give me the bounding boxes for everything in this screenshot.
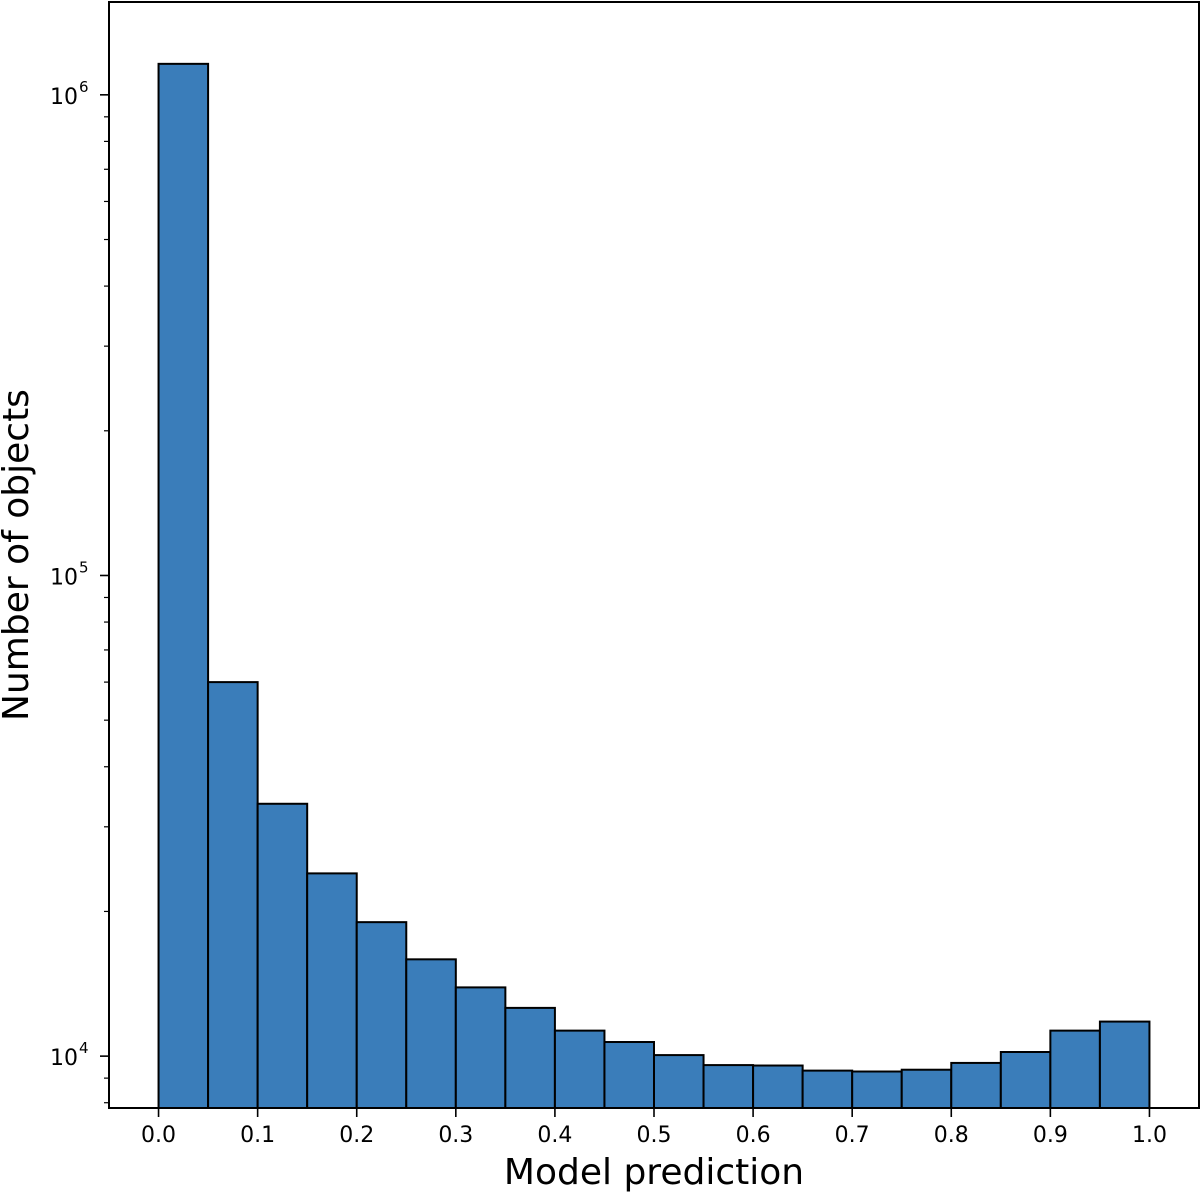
histogram-bar	[900, 1068, 953, 1109]
y-axis-title: Number of objects	[0, 389, 37, 721]
x-tick-label: 0.1	[240, 1123, 275, 1148]
x-tick-label: 1.0	[1132, 1123, 1167, 1148]
histogram-bar	[603, 1041, 655, 1109]
x-tick-label: 0.0	[141, 1123, 176, 1148]
histogram-bar	[1049, 1029, 1101, 1110]
histogram-bar	[553, 1029, 606, 1110]
y-tick-label: 10 4	[50, 1039, 89, 1071]
histogram-bar	[355, 921, 408, 1110]
y-tick-label-base: 10	[50, 85, 78, 110]
y-tick-label: 10 6	[50, 78, 89, 110]
y-tick-label: 10 5	[50, 558, 89, 590]
histogram-bar	[950, 1061, 1002, 1109]
histogram-bar	[157, 62, 210, 1110]
histogram-bar	[801, 1069, 854, 1110]
x-tick-label: 0.6	[736, 1123, 771, 1148]
histogram-bar	[999, 1051, 1052, 1110]
histogram-bar	[851, 1070, 903, 1109]
y-tick-label-exponent: 4	[79, 1039, 89, 1057]
histogram-bar	[256, 802, 309, 1110]
x-tick-label: 0.5	[637, 1123, 672, 1148]
y-tick-label-base: 10	[50, 1046, 78, 1071]
histogram-bar	[702, 1064, 755, 1109]
y-tick-label-exponent: 5	[79, 558, 89, 576]
bars-layer	[157, 62, 1151, 1110]
y-tick-label-exponent: 6	[79, 78, 89, 96]
histogram-bar	[454, 986, 507, 1109]
x-tick-label: 0.2	[339, 1123, 374, 1148]
x-tick-label: 0.4	[537, 1123, 572, 1148]
x-axis-title: Model prediction	[504, 1152, 804, 1193]
x-tick-label: 0.8	[934, 1123, 969, 1148]
y-tick-label-base: 10	[50, 565, 78, 590]
histogram-bar	[504, 1006, 556, 1110]
histogram-bar	[306, 872, 358, 1110]
x-tick-label: 0.7	[835, 1123, 870, 1148]
x-tick-label: 0.9	[1033, 1123, 1068, 1148]
histogram-bar	[405, 958, 457, 1109]
histogram-bar	[752, 1064, 804, 1110]
histogram-bar	[1098, 1020, 1151, 1109]
x-tick-label: 0.3	[438, 1123, 473, 1148]
histogram-bar	[653, 1054, 705, 1109]
histogram-bar	[207, 681, 259, 1109]
x-axis: 0.0 0.1 0.2 0.3 0.4 0.5 0.6 0.7 0.8 0.9 1.0	[141, 1108, 1167, 1148]
